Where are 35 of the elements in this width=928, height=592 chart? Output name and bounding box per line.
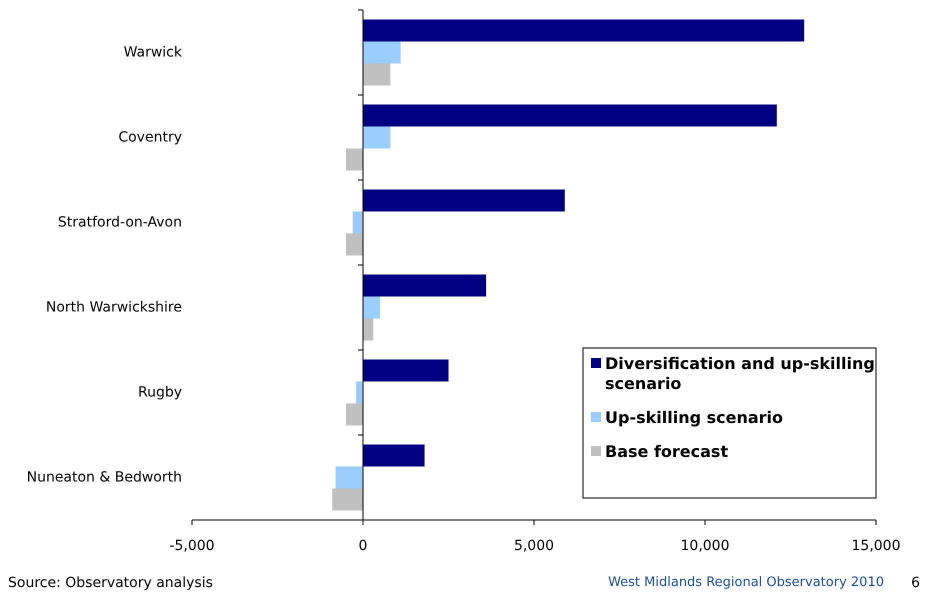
y-tick-label: North Warwickshire [46, 299, 182, 316]
x-tick-label: 0 [358, 538, 368, 554]
bar [363, 318, 374, 340]
x-tick-label: 5,000 [514, 538, 554, 554]
y-tick-label: Warwick [124, 44, 183, 60]
bar [346, 148, 363, 170]
y-tick-label: Nuneaton & Bedworth [26, 469, 182, 486]
bar [356, 382, 363, 404]
x-tick-label: 10,000 [680, 538, 730, 554]
bar [363, 64, 390, 86]
bar [363, 126, 390, 148]
legend-label: Base forecast [605, 442, 728, 461]
bar [363, 20, 804, 42]
text: 6 [911, 575, 920, 591]
bar [363, 104, 777, 126]
bar [346, 404, 363, 426]
bar [332, 488, 363, 510]
bar [346, 234, 363, 256]
y-tick-label: Stratford-on-Avon [58, 214, 182, 230]
bar [352, 212, 363, 234]
x-tick-label: 15,000 [852, 538, 900, 554]
bar [363, 444, 425, 466]
bar [363, 274, 486, 296]
bar [363, 42, 401, 64]
y-tick-label: Rugby [138, 384, 182, 400]
bar [363, 360, 448, 382]
y-tick-label: Coventry [118, 129, 182, 146]
source-note: Source: Observatory analysis [8, 575, 213, 591]
legend-label: Up-skilling scenario [605, 408, 784, 427]
legend-label: Diversification and up-skilling scenario [605, 354, 875, 393]
bar [363, 296, 380, 318]
x-tick-label: -5,000 [169, 538, 215, 554]
bar [363, 190, 565, 212]
bar [336, 466, 363, 488]
text: West Midlands Regional Observatory 2010 [608, 575, 884, 590]
